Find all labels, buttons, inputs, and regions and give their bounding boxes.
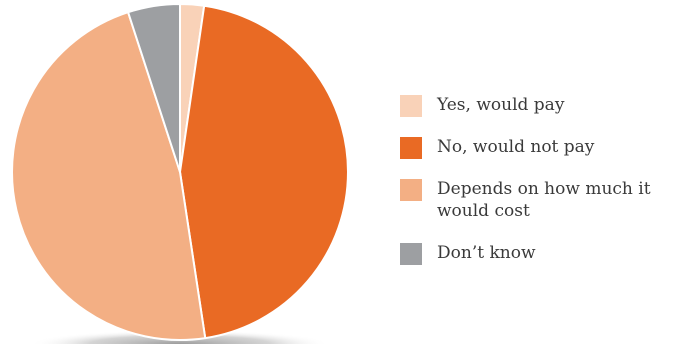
legend-item-depends: Depends on how much it would cost <box>400 178 677 222</box>
legend-swatch-dont-know <box>400 243 422 265</box>
pie-slices <box>11 3 349 341</box>
legend-item-no: No, would not pay <box>400 136 677 159</box>
pie-slice-dont-know <box>127 3 181 173</box>
legend-item-dont-know: Don’t know <box>400 242 677 265</box>
legend-label-no: No, would not pay <box>437 137 595 157</box>
legend-swatch-yes <box>400 95 422 117</box>
pie-slice-depends <box>11 11 207 341</box>
pie-slice-no <box>179 4 349 340</box>
legend-item-yes: Yes, would pay <box>400 94 677 117</box>
legend-label-dont-know: Don’t know <box>437 243 536 263</box>
legend-swatch-depends <box>400 179 422 201</box>
legend-label-yes: Yes, would pay <box>437 95 565 115</box>
legend-label-depends: Depends on how much it would cost <box>437 179 651 221</box>
legend-swatch-no <box>400 137 422 159</box>
